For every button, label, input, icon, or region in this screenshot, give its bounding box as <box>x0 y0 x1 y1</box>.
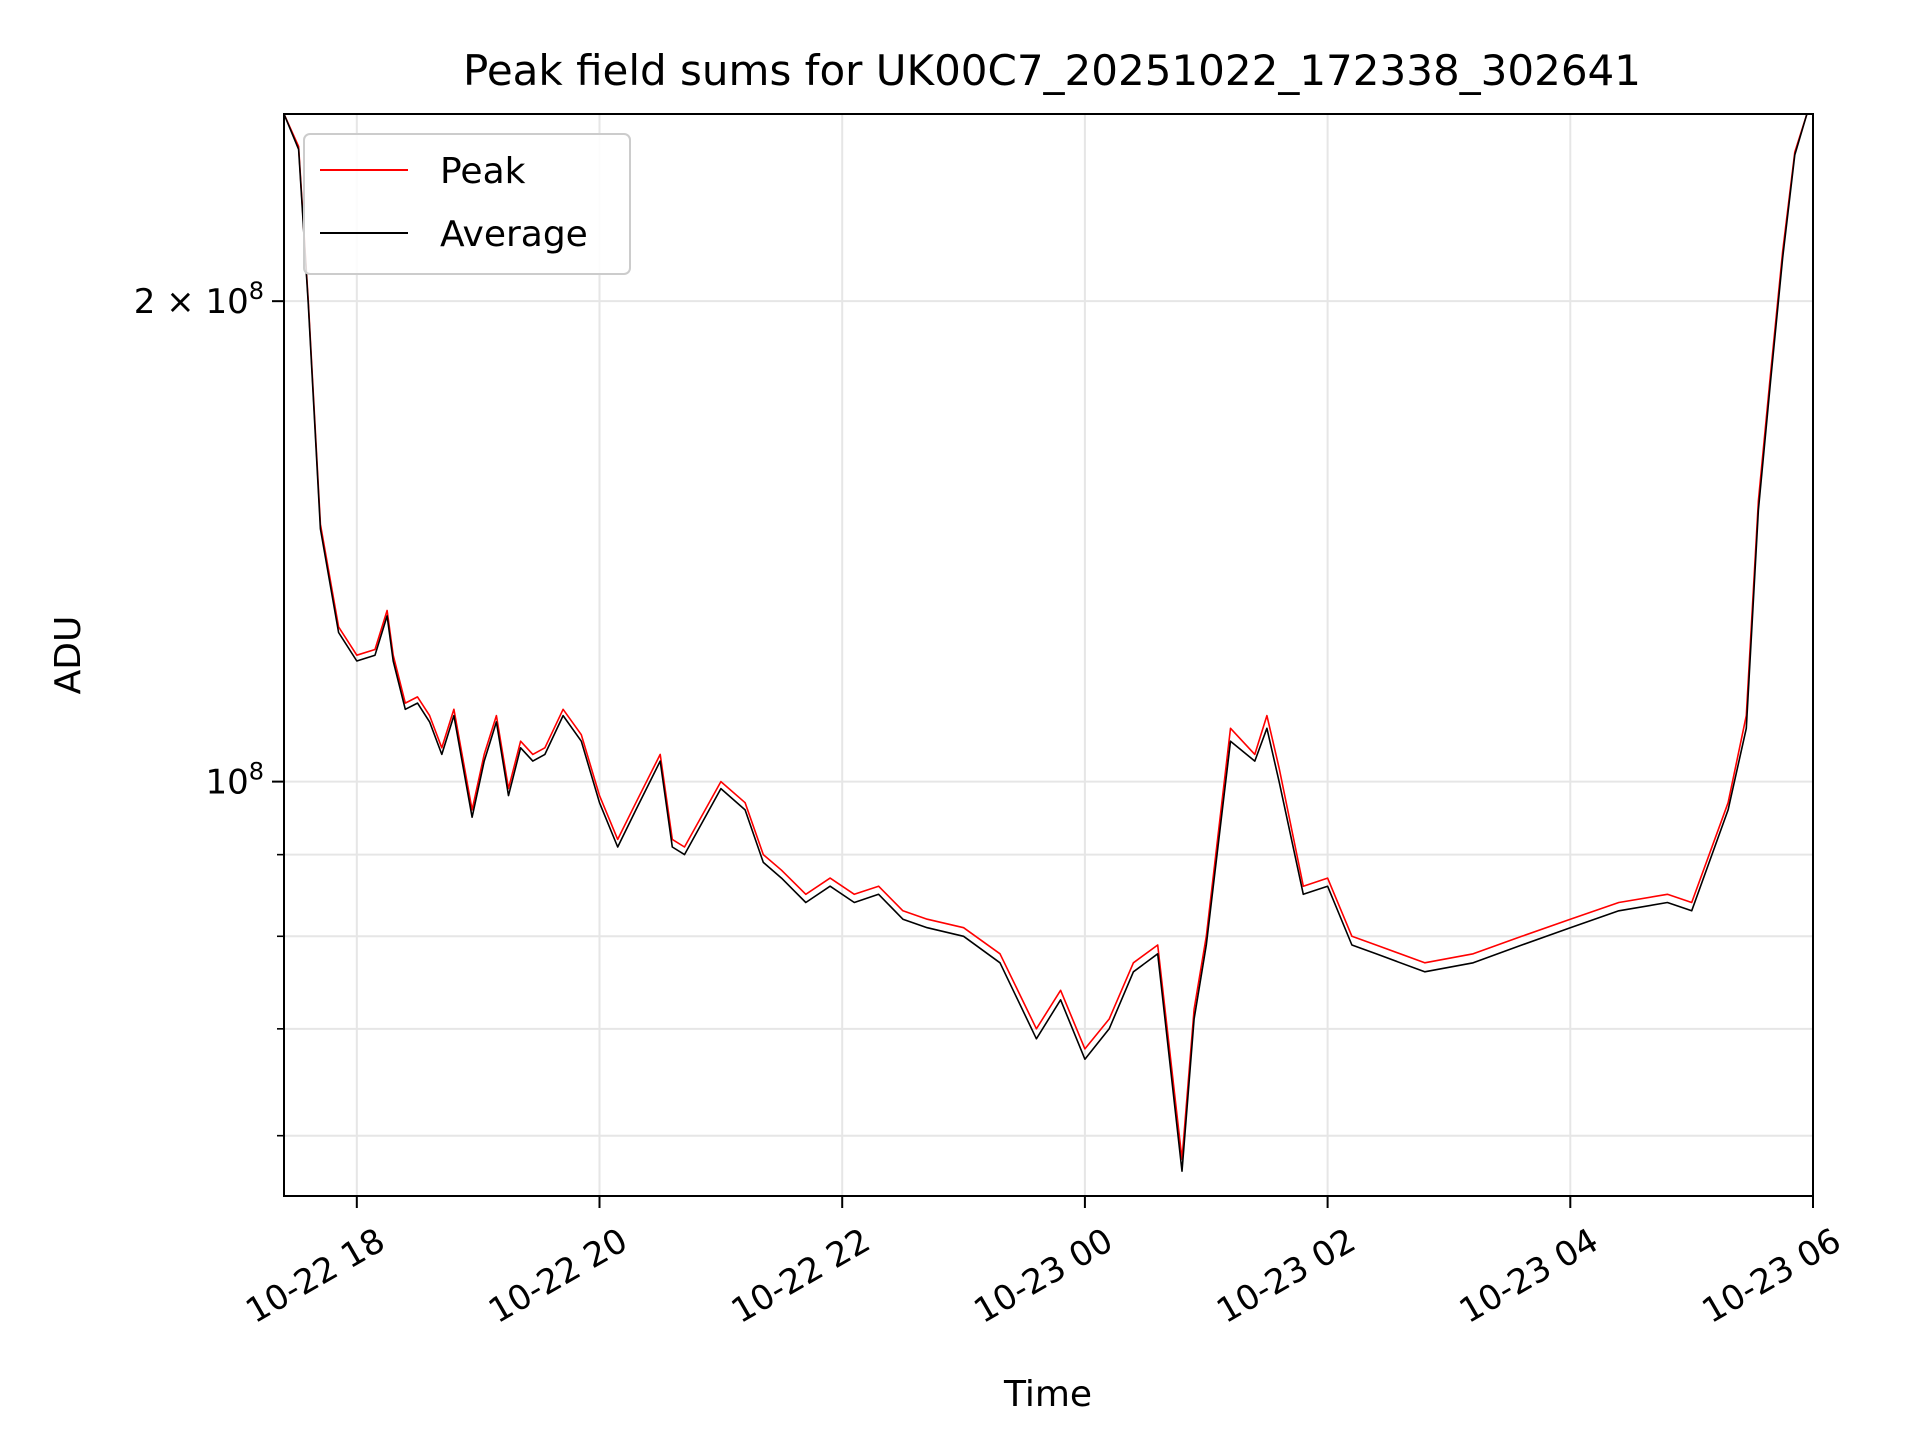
x-tick-label: 10-22 18 <box>239 1221 391 1332</box>
series-layer <box>284 114 1808 1172</box>
legend: Peak Average <box>303 133 631 275</box>
x-tick-layer: 10-22 18 10-22 20 10-22 22 10-23 00 10-23 02… <box>239 1196 1848 1332</box>
x-tick-label: 10-23 04 <box>1453 1221 1605 1332</box>
legend-label-peak: Peak <box>440 151 526 192</box>
y-tick-label: 108 <box>205 758 264 803</box>
grid-layer <box>284 114 1814 1196</box>
x-tick-label: 10-22 20 <box>482 1221 634 1332</box>
plot-frame <box>283 113 1814 1197</box>
x-tick-label: 10-23 00 <box>967 1221 1119 1332</box>
y-tick-layer: 108 2 × 108 <box>134 277 284 1137</box>
legend-label-average: Average <box>440 214 588 255</box>
x-axis-label: Time <box>1003 1374 1092 1415</box>
x-tick-label: 10-23 02 <box>1210 1221 1362 1332</box>
series-line-peak <box>284 114 1808 1160</box>
x-tick-label: 10-22 22 <box>725 1221 877 1332</box>
x-tick-label: 10-23 06 <box>1696 1221 1848 1332</box>
chart-title: Peak field sums for UK00C7_20251022_1723… <box>463 46 1641 95</box>
y-axis-label: ADU <box>48 616 89 695</box>
series-line-average <box>284 114 1808 1172</box>
y-tick-label: 2 × 108 <box>134 277 264 322</box>
